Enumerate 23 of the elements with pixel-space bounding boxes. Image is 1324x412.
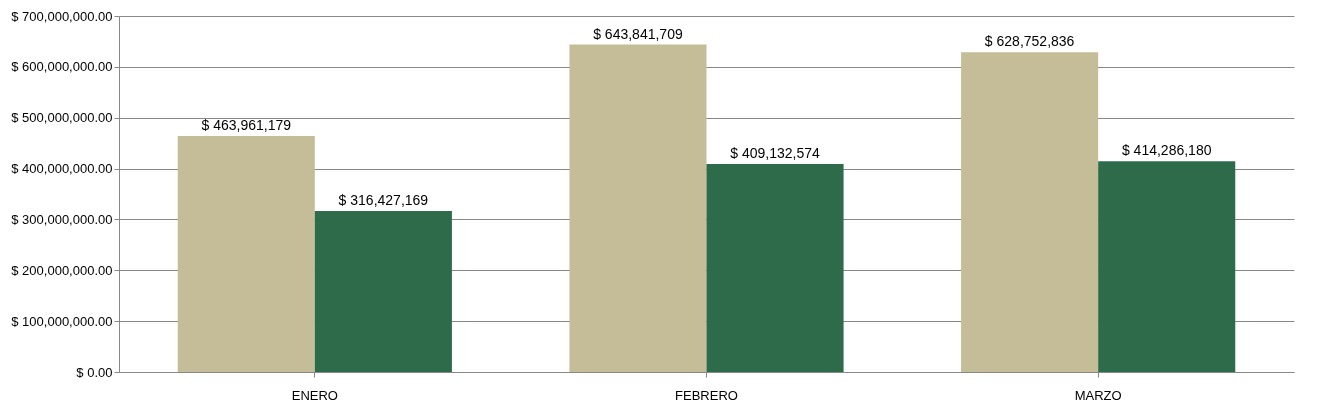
y-tick-label: $ 700,000,000.00 [11, 8, 113, 24]
y-tick-label: $ 200,000,000.00 [11, 262, 113, 278]
bar [177, 136, 315, 372]
bar [1098, 161, 1236, 372]
bar [706, 163, 844, 372]
data-label: $ 643,841,709 [593, 25, 683, 42]
x-tick-label: FEBRERO [675, 387, 738, 403]
bar [569, 44, 707, 372]
x-tick-label: ENERO [291, 387, 338, 403]
x-tick-label: MARZO [1074, 387, 1122, 403]
y-tick-label: $ 0.00 [76, 364, 113, 380]
bar [961, 52, 1099, 372]
y-tick-label: $ 100,000,000.00 [11, 313, 113, 329]
y-tick-label: $ 500,000,000.00 [11, 110, 113, 126]
data-label: $ 414,286,180 [1121, 142, 1212, 159]
data-label: $ 628,752,836 [984, 33, 1075, 50]
y-tick-label: $ 400,000,000.00 [11, 161, 113, 177]
y-tick-label: $ 300,000,000.00 [11, 211, 113, 227]
y-tick-label: $ 600,000,000.00 [11, 59, 113, 75]
data-label: $ 316,427,169 [338, 192, 429, 209]
data-label: $ 409,132,574 [730, 144, 821, 161]
data-label: $ 463,961,179 [201, 117, 292, 134]
bar [314, 211, 452, 372]
